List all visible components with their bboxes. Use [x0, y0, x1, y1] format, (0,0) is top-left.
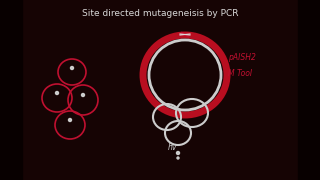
Circle shape [177, 152, 180, 154]
Text: M TooI: M TooI [228, 69, 252, 78]
Circle shape [68, 118, 71, 122]
Circle shape [70, 66, 74, 69]
Text: Site directed mutageneisis by PCR: Site directed mutageneisis by PCR [82, 10, 238, 19]
Text: hv: hv [167, 143, 177, 152]
Text: pAISH2: pAISH2 [228, 53, 256, 62]
Circle shape [177, 157, 179, 159]
Circle shape [55, 91, 59, 94]
Circle shape [82, 93, 84, 96]
